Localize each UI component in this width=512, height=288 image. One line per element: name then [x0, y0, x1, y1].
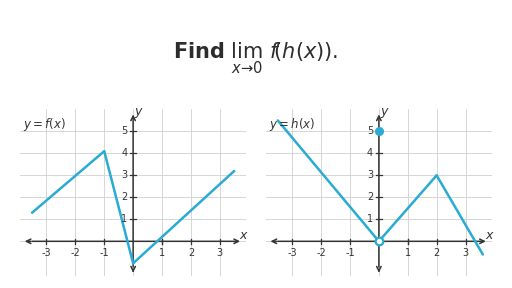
Text: $y$: $y$ [134, 106, 144, 120]
Text: -1: -1 [345, 248, 355, 258]
Text: 2: 2 [121, 192, 127, 202]
Text: 3: 3 [217, 248, 223, 258]
Text: 5: 5 [367, 126, 373, 137]
Text: -2: -2 [316, 248, 326, 258]
Text: 3: 3 [121, 170, 127, 180]
Text: -3: -3 [287, 248, 297, 258]
Text: 3: 3 [367, 170, 373, 180]
Text: 1: 1 [121, 214, 127, 224]
Text: $y = f(x)$: $y = f(x)$ [24, 116, 67, 133]
Text: $\mathbf{Find}\ \lim_{x\to 0}\ f\!\left(h(x)\right).$: $\mathbf{Find}\ \lim_{x\to 0}\ f\!\left(… [174, 41, 338, 76]
Text: 2: 2 [367, 192, 373, 202]
Text: $y$: $y$ [380, 106, 390, 120]
Text: 2: 2 [434, 248, 440, 258]
Text: 4: 4 [121, 148, 127, 158]
Text: -3: -3 [41, 248, 51, 258]
Text: 4: 4 [367, 148, 373, 158]
Text: 2: 2 [188, 248, 194, 258]
Text: $x$: $x$ [240, 229, 249, 242]
Text: -2: -2 [71, 248, 80, 258]
Text: -1: -1 [99, 248, 109, 258]
Text: $x$: $x$ [485, 229, 495, 242]
Text: 3: 3 [462, 248, 468, 258]
Text: $y = h(x)$: $y = h(x)$ [269, 116, 315, 133]
Text: 1: 1 [367, 214, 373, 224]
Text: 1: 1 [159, 248, 165, 258]
Text: 1: 1 [404, 248, 411, 258]
Text: 5: 5 [121, 126, 127, 137]
